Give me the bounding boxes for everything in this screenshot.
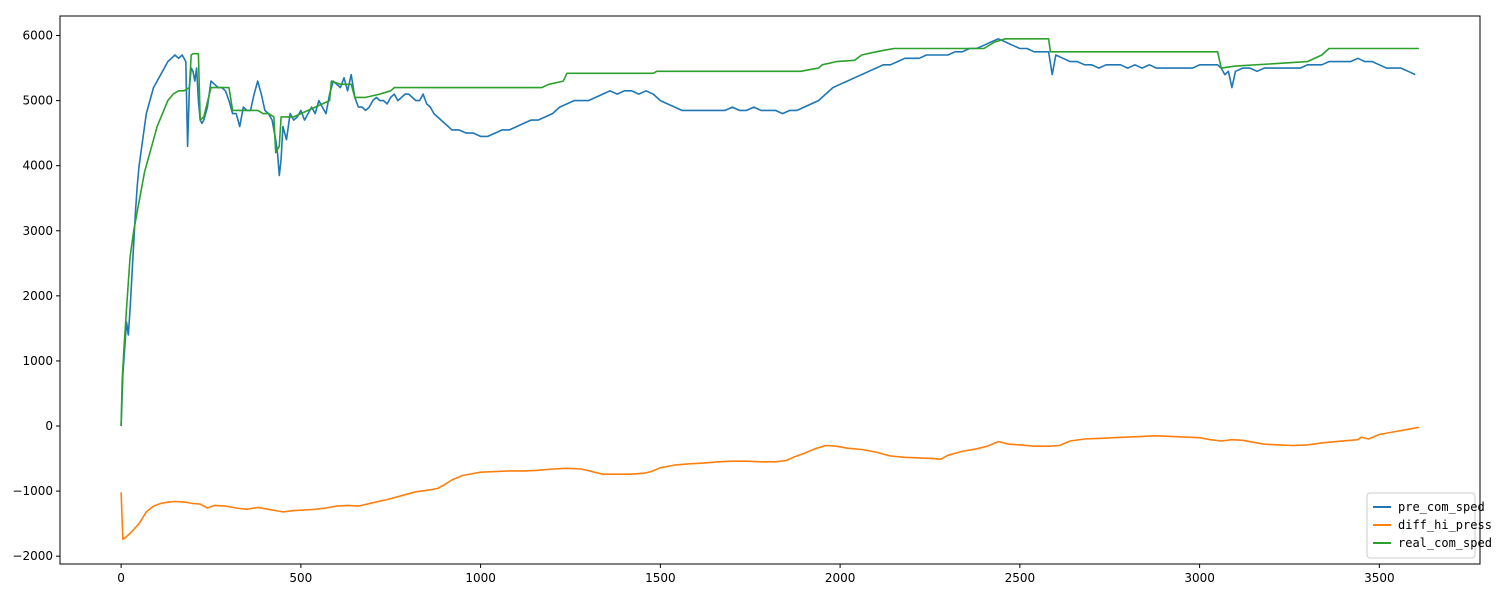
y-tick-label: 0: [45, 419, 53, 433]
y-tick-label: 6000: [22, 29, 53, 43]
y-tick-label: 2000: [22, 289, 53, 303]
y-tick-label: 1000: [22, 354, 53, 368]
y-tick-label: 5000: [22, 94, 53, 108]
x-tick-label: 2500: [1005, 571, 1036, 585]
series-line-diff_hi_press: [120, 426, 1420, 541]
y-tick-label: 3000: [22, 224, 53, 238]
y-tick-label: −1000: [12, 484, 53, 498]
x-tick-label: 3000: [1184, 571, 1215, 585]
y-tick-label: 4000: [22, 159, 53, 173]
legend-label: diff_hi_press: [1398, 518, 1492, 532]
series-line-real_com_sped: [120, 38, 1419, 427]
y-tick-label: −2000: [12, 549, 53, 563]
legend-label: real_com_sped: [1398, 536, 1492, 550]
series-line-pre_com_sped: [120, 38, 1416, 427]
x-tick-label: 1000: [465, 571, 496, 585]
x-tick-label: 1500: [645, 571, 676, 585]
plot-frame: [59, 15, 1481, 565]
legend-label: pre_com_sped: [1398, 500, 1485, 514]
x-tick-label: 3500: [1364, 571, 1395, 585]
x-tick-label: 0: [117, 571, 125, 585]
axis-ticks: 0 500 1000 1500 2000 2500 3000 3500 −2000 −1000 0 1…: [12, 29, 1394, 585]
x-tick-label: 500: [289, 571, 312, 585]
x-tick-label: 2000: [825, 571, 856, 585]
legend: pre_com_sped diff_hi_press real_com_sped: [1366, 492, 1492, 559]
legend-box: [1366, 492, 1476, 559]
plot-lines: [120, 38, 1420, 541]
